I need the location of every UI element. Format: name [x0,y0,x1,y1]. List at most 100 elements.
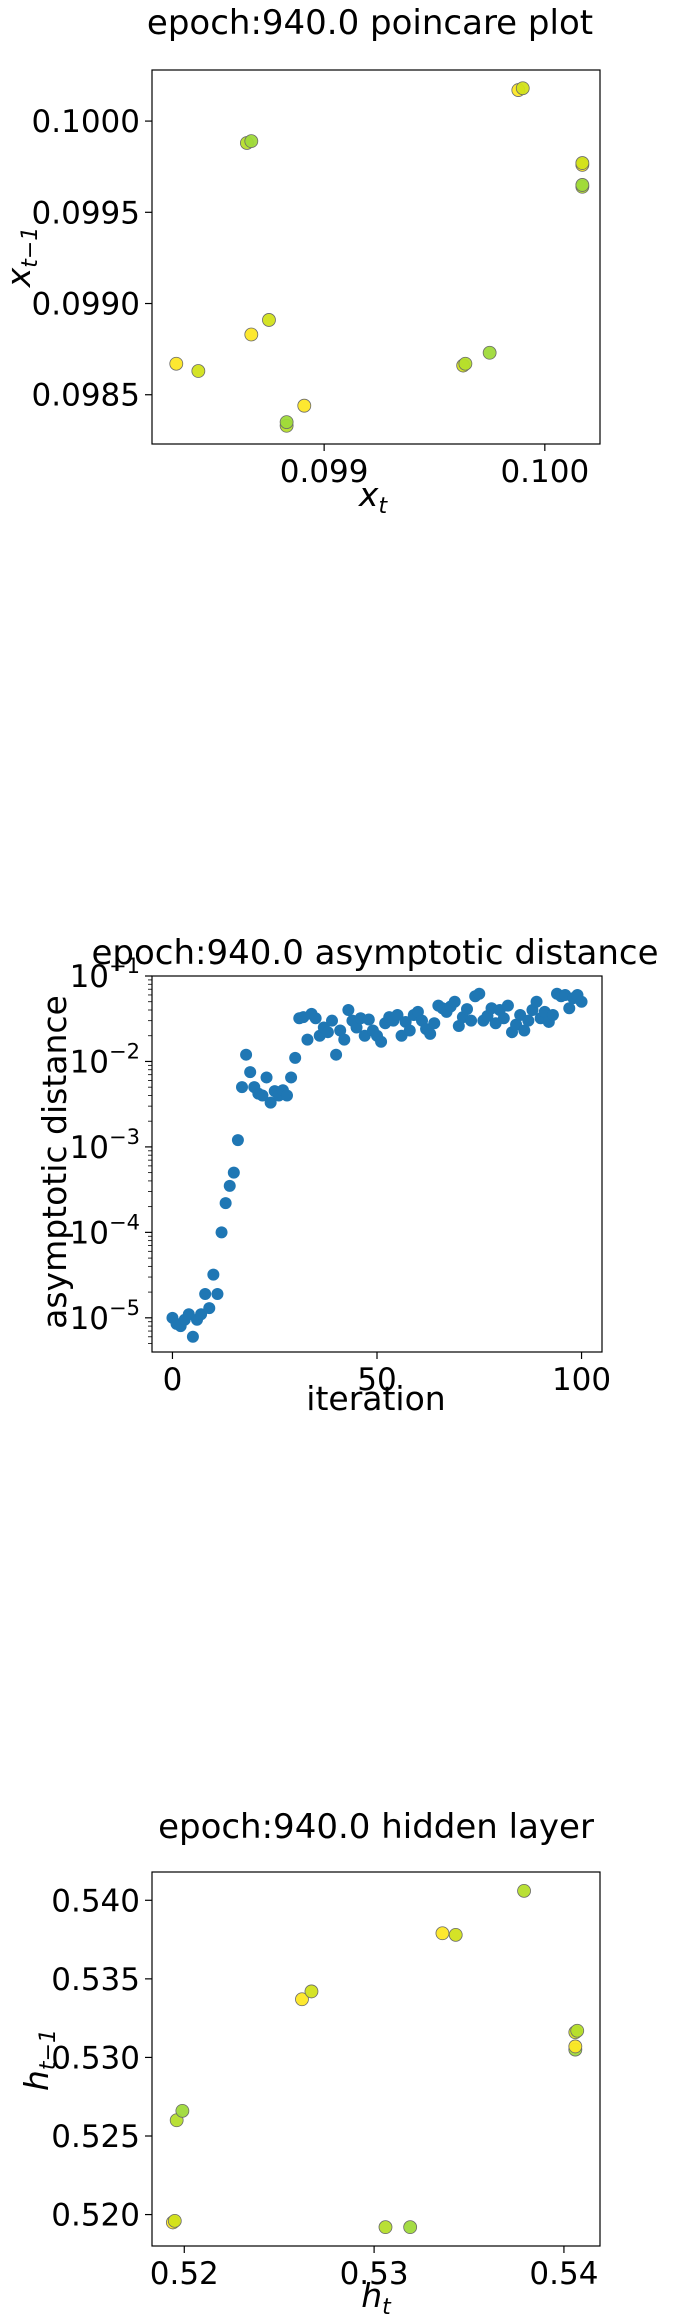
poincare-xtick-label: 0.100 [500,454,589,490]
asymptotic-point [289,1051,302,1064]
asymptotic-ytick-label: 10−4 [70,1210,140,1251]
asymptotic-point [186,1330,199,1343]
hidden-layer-xtick-label: 0.52 [150,2256,219,2292]
poincare-point [279,415,294,430]
hidden-layer-chart: epoch:940.0 hidden layer 0.52 0.53 0.540.5… [17,1807,601,2320]
asymptotic-point [501,999,514,1012]
asymptotic-ytick-label: 10−5 [70,1296,140,1337]
asymptotic-point [207,1268,220,1281]
hidden-layer-points [165,1883,585,2235]
hidden-layer-xlabel: ht [361,2276,392,2320]
hidden-layer-point [570,2023,585,2038]
asymptotic-point [362,1013,375,1026]
hidden-layer-ytick-label: 0.520 [51,2198,140,2234]
asymptotic-point [260,1071,273,1084]
asymptotic-point [375,1035,388,1048]
asymptotic-xtick-label: 50 [357,1362,396,1398]
poincare-point [458,356,473,371]
hidden-layer-ytick-label: 0.535 [51,1962,140,1998]
hidden-layer-point [568,2039,583,2054]
asymptotic-point [211,1287,224,1300]
asymptotic-point [338,1033,351,1046]
poincare-point [482,345,497,360]
asymptotic-xlabel: iteration [306,1379,445,1418]
poincare-points [169,81,590,433]
hidden-layer-point [304,1984,319,1999]
poincare-point [244,327,259,342]
asymptotic-xtick-label: 100 [552,1362,611,1398]
hidden-layer-ytick-label: 0.525 [51,2119,140,2155]
asymptotic-point [215,1226,228,1239]
asymptotic-point [530,995,543,1008]
hidden-layer-ticks: 0.52 0.53 0.54 0.520 0.525 0.530 0.535 0.540 [51,1883,598,2292]
hidden-layer-ytick-label: 0.530 [51,2040,140,2076]
poincare-point [169,356,184,371]
hidden-layer-ylabel: ht−1 [17,2029,61,2091]
asymptotic-ylabel: asymptotic distance [35,995,74,1329]
asymptotic-point [334,1024,347,1037]
asymptotic-ytick-label: 10−1 [70,954,140,995]
hidden-layer-xtick-label: 0.53 [340,2256,409,2292]
asymptotic-point [465,1014,478,1027]
hidden-layer-point [448,1927,463,1942]
poincare-ylabel: xt−1 [0,227,43,289]
asymptotic-point [350,1021,363,1034]
poincare-point [575,178,590,192]
asymptotic-point [391,1008,404,1021]
asymptotic-point [563,1002,576,1015]
hidden-layer-xtick-label: 0.54 [529,2256,598,2292]
asymptotic-point [227,1166,240,1179]
poincare-point [297,398,312,413]
asymptotic-ytick-label: 10−3 [70,1125,140,1166]
poincare-plot-frame [151,69,601,445]
asymptotic-point [575,995,588,1008]
hidden-layer-point [175,2103,190,2118]
poincare-chart: epoch:940.0 poincare plot 0.099 0.100 0.09… [0,3,601,519]
asymptotic-point [309,1012,322,1025]
poincare-title: epoch:940.0 poincare plot [147,3,593,43]
hidden-layer-point [435,1926,450,1941]
poincare-xlabel: xt [358,475,389,519]
asymptotic-xtick-label: 0 [163,1362,183,1398]
asymptotic-point [424,1027,437,1040]
asymptotic-point [497,1012,510,1025]
asymptotic-point [244,1066,257,1079]
asymptotic-point [281,1089,293,1102]
hidden-layer-point [517,1883,531,1898]
asymptotic-points [166,987,588,1343]
asymptotic-point [403,1024,416,1037]
asymptotic-point [326,1014,338,1027]
asymptotic-point [342,1004,355,1017]
asymptotic-point [240,1048,253,1061]
asymptotic-point [203,1302,216,1315]
asymptotic-point [236,1081,248,1094]
poincare-point [575,156,590,170]
asymptotic-point [330,1048,343,1061]
poincare-point [191,364,206,378]
hidden-layer-title: epoch:940.0 hidden layer [158,1807,594,1847]
poincare-point [244,134,259,149]
asymptotic-point [522,1014,535,1027]
asymptotic-point [461,1003,473,1016]
asymptotic-point [473,987,486,1000]
poincare-ticks: 0.099 0.100 0.0985 0.0990 0.0995 0.1000 [32,104,590,490]
asymptotic-point [256,1089,269,1102]
asymptotic-point [428,1017,441,1030]
asymptotic-point [231,1134,244,1147]
asymptotic-point [199,1287,212,1300]
asymptotic-point [264,1096,277,1109]
poincare-xtick-label: 0.099 [280,454,369,490]
asymptotic-title: epoch:940.0 asymptotic distance [92,933,659,973]
asymptotic-point [321,1026,334,1039]
hidden-layer-ytick-label: 0.540 [51,1883,140,1919]
poincare-ytick-label: 0.0995 [32,195,140,231]
asymptotic-point [518,1024,531,1037]
hidden-layer-point [378,2220,393,2235]
asymptotic-point [546,1008,559,1021]
asymptotic-point [219,1197,232,1210]
poincare-point [515,81,530,96]
asymptotic-distance-chart: epoch:940.0 asymptotic distance 0 50 100 10… [35,933,659,1418]
hidden-layer-plot-frame [151,1871,601,2247]
poincare-ytick-label: 0.0990 [32,287,140,323]
asymptotic-ytick-label: 10−2 [70,1039,140,1080]
